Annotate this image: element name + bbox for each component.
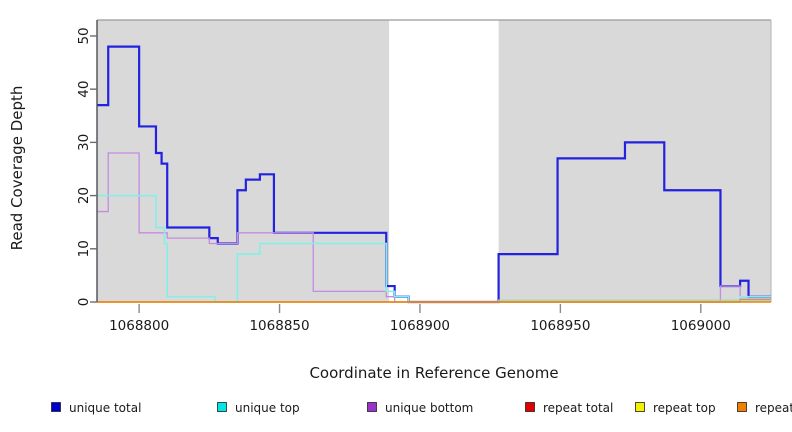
legend-swatch-icon bbox=[367, 402, 377, 412]
series-unique-bottom bbox=[97, 152, 771, 303]
x-axis-title: Coordinate in Reference Genome bbox=[309, 364, 558, 382]
y-tick-label: 40 bbox=[76, 81, 92, 98]
y-tick-label: 30 bbox=[76, 134, 92, 151]
legend-item-repeat-bottom[interactable]: repeat bottom bbox=[737, 401, 792, 415]
series-layer bbox=[97, 45, 771, 304]
legend-swatch-icon bbox=[737, 402, 747, 412]
legend-label: repeat top bbox=[653, 401, 716, 415]
legend-label: unique bottom bbox=[385, 401, 473, 415]
plot-panel bbox=[97, 19, 772, 302]
series-unique-top bbox=[97, 194, 771, 303]
legend-label: repeat bottom bbox=[755, 401, 792, 415]
y-tick-label: 50 bbox=[76, 27, 92, 44]
legend-item-unique-total[interactable]: unique total bbox=[51, 401, 142, 415]
x-tick-label: 1069000 bbox=[671, 318, 731, 334]
y-axis-title: Read Coverage Depth bbox=[8, 86, 26, 251]
legend-item-unique-top[interactable]: unique top bbox=[217, 401, 300, 415]
axes-layer bbox=[90, 20, 702, 313]
legend-label: repeat total bbox=[543, 401, 613, 415]
legend: unique total unique top unique bottom repea… bbox=[51, 401, 792, 415]
legend-swatch-icon bbox=[635, 402, 645, 412]
legend-label: unique total bbox=[69, 401, 141, 415]
x-tick-label: 1068850 bbox=[249, 318, 309, 334]
legend-item-repeat-total[interactable]: repeat total bbox=[525, 401, 614, 415]
shaded-region-1 bbox=[498, 20, 771, 302]
legend-swatch-icon bbox=[217, 402, 227, 412]
tick-labels: 0 10 20 30 40 50 1068800 1068850 1068900 1068950 1… bbox=[76, 27, 731, 334]
y-tick-label: 10 bbox=[76, 240, 92, 257]
x-tick-label: 1068900 bbox=[390, 318, 450, 334]
series-unique-total bbox=[97, 45, 771, 304]
legend-swatch-icon bbox=[525, 402, 535, 412]
legend-swatch-icon bbox=[51, 402, 61, 412]
x-tick-label: 1068950 bbox=[530, 318, 590, 334]
legend-item-unique-bottom[interactable]: unique bottom bbox=[367, 401, 474, 415]
shaded-region-0 bbox=[97, 20, 390, 302]
y-tick-label: 20 bbox=[76, 187, 92, 204]
legend-item-repeat-top[interactable]: repeat top bbox=[635, 401, 716, 415]
y-tick-label: 0 bbox=[76, 298, 92, 307]
legend-label: unique top bbox=[235, 401, 300, 415]
x-tick-label: 1068800 bbox=[109, 318, 169, 334]
